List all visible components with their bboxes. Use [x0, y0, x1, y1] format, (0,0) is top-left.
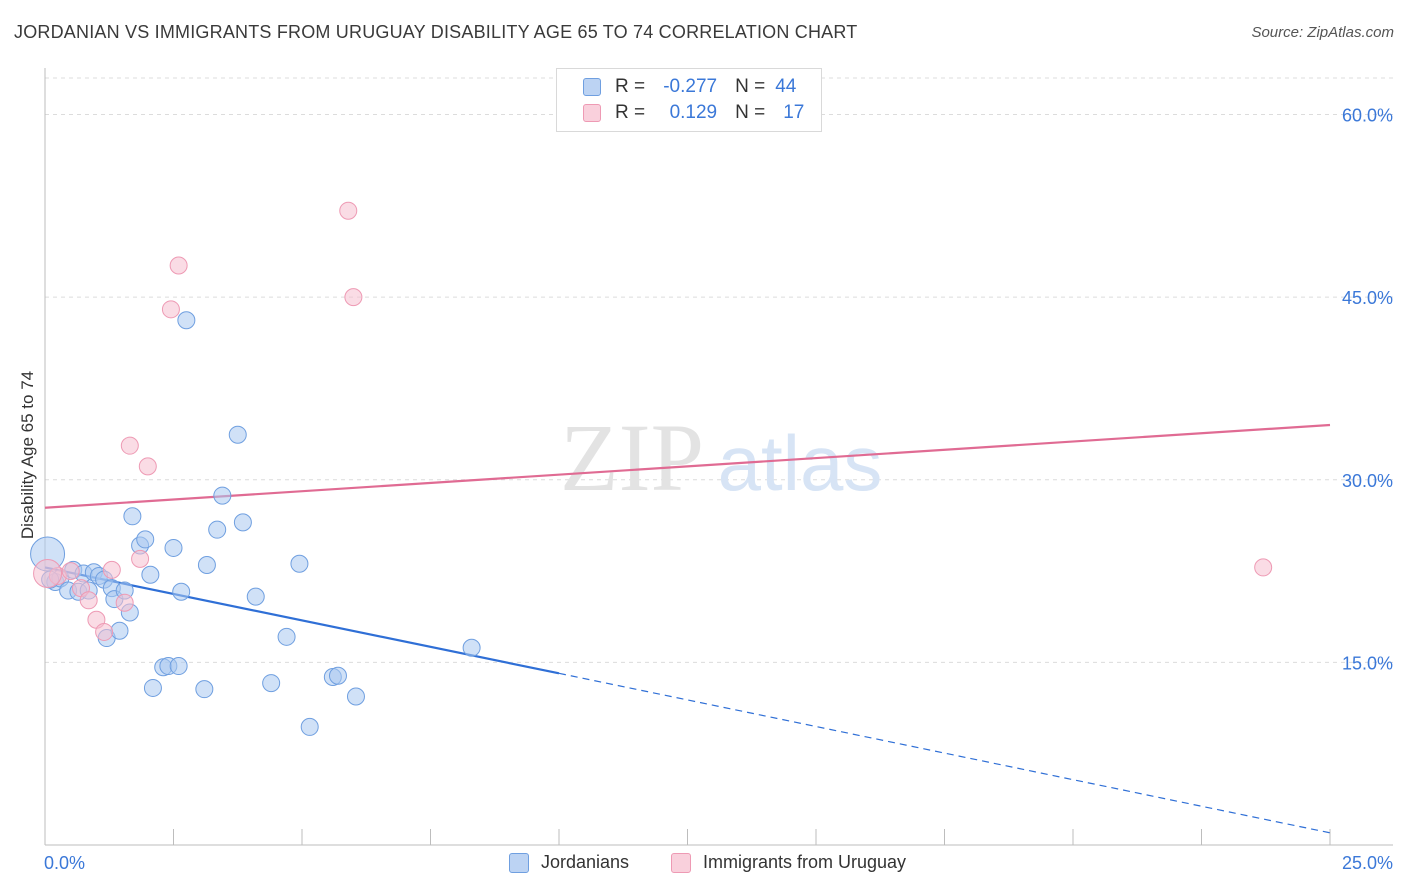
- pink-swatch: [583, 104, 601, 122]
- uruguay-point: [1254, 558, 1273, 577]
- pink-swatch: [671, 852, 691, 873]
- tick-labels: 15.0% 30.0% 45.0% 60.0% 0.0% 25.0%: [44, 106, 1393, 873]
- n-value: 44: [775, 76, 797, 97]
- n-label: N =: [735, 76, 766, 97]
- jordanians-point: [233, 513, 252, 532]
- uruguay-point: [131, 549, 150, 568]
- y-axis-label: Disability Age 65 to 74: [18, 370, 37, 540]
- y-tick-label: 45.0%: [1342, 288, 1393, 308]
- jordanians-point: [177, 311, 196, 330]
- source-credit: Source: ZipAtlas.com: [1251, 24, 1394, 41]
- jordanians-point: [208, 520, 227, 539]
- jordanians-point: [172, 582, 191, 601]
- gridlines: [45, 77, 1393, 663]
- jordanians-point: [164, 538, 183, 557]
- uruguay-point: [344, 288, 363, 307]
- jordanians-trend-extension: [558, 672, 1331, 834]
- jordanians-point: [143, 678, 162, 697]
- jordanians-point: [328, 666, 347, 685]
- jordanians-point: [123, 507, 142, 526]
- watermark: ZIP atlas: [560, 404, 882, 511]
- jordanians-point: [169, 657, 188, 676]
- uruguay-point: [138, 457, 157, 476]
- watermark-zip: ZIP: [560, 404, 704, 511]
- r-label: R =: [615, 102, 646, 123]
- uruguay-point: [61, 562, 80, 581]
- jordanians-point: [290, 554, 309, 573]
- uruguay-point: [120, 436, 139, 455]
- uruguay-point: [161, 300, 180, 319]
- uruguay-point: [33, 559, 63, 589]
- n-label: N =: [735, 102, 766, 123]
- jordanians-point: [277, 627, 296, 646]
- jordanians-point: [462, 638, 481, 657]
- jordanians-point: [110, 621, 129, 640]
- legend-item-jordanians: Jordanians: [509, 852, 629, 873]
- r-value: -0.277: [663, 76, 718, 97]
- uruguay-trend-line: [44, 423, 1331, 509]
- r-value: 0.129: [669, 102, 718, 123]
- n-value: 17: [783, 102, 805, 123]
- data-points: [30, 201, 1273, 736]
- jordanians-point: [228, 425, 247, 444]
- jordanians-point: [141, 565, 160, 584]
- uruguay-point: [169, 256, 188, 275]
- jordanians-point: [213, 486, 232, 505]
- legend-row-uruguay: R = 0.129 N = 17: [583, 101, 804, 125]
- jordanians-point: [195, 680, 214, 699]
- y-tick-label: 30.0%: [1342, 471, 1393, 491]
- legend-label: Immigrants from Uruguay: [703, 852, 907, 872]
- jordanians-point: [262, 674, 281, 693]
- y-tick-label: 60.0%: [1342, 106, 1393, 126]
- jordanians-point: [197, 555, 216, 574]
- x-tick-label: 0.0%: [44, 853, 85, 873]
- legend-row-jordanians: R = -0.277 N = 44: [583, 75, 796, 99]
- uruguay-point: [95, 622, 114, 641]
- jordanians-point: [246, 587, 265, 606]
- uruguay-point: [115, 593, 134, 612]
- blue-swatch: [583, 78, 601, 96]
- y-tick-label: 15.0%: [1342, 653, 1393, 673]
- correlation-legend: R = -0.277 N = 44 R = 0.129 N = 17: [556, 68, 822, 132]
- chart-title: JORDANIAN VS IMMIGRANTS FROM URUGUAY DIS…: [14, 22, 858, 42]
- x-tick-label: 25.0%: [1342, 853, 1393, 873]
- legend-label: Jordanians: [541, 852, 630, 872]
- axes: [44, 68, 1393, 846]
- uruguay-point: [339, 201, 358, 220]
- legend-item-uruguay: Immigrants from Uruguay: [671, 852, 906, 873]
- uruguay-point: [102, 560, 121, 579]
- jordanians-point: [346, 687, 365, 706]
- r-label: R =: [615, 76, 646, 97]
- uruguay-point: [79, 591, 98, 610]
- jordanians-point: [136, 530, 155, 549]
- jordanians-point: [300, 717, 319, 736]
- blue-swatch: [509, 852, 529, 873]
